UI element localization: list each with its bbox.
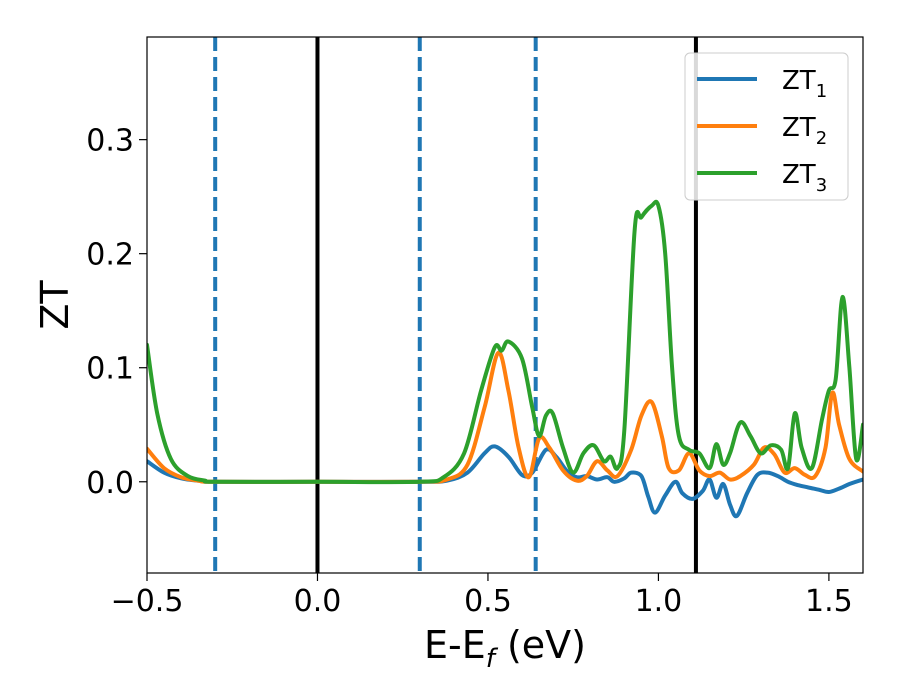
series-lines <box>147 199 863 519</box>
x-tick-label: 0.5 <box>464 584 512 619</box>
x-axis-label: E-Ef (eV) <box>424 623 586 674</box>
x-tick-label: 0.0 <box>294 584 342 619</box>
x-tick-label: 1.0 <box>635 584 683 619</box>
y-tick-label: 0.0 <box>86 466 134 501</box>
legend-label-ZT3: ZT3 <box>782 160 827 196</box>
legend-label-ZT1: ZT1 <box>782 66 827 102</box>
series-line-ZT2 <box>147 350 863 484</box>
x-axis: −0.5 0.0 0.5 1.0 1.5 <box>111 573 853 619</box>
x-axis-label-unit: (eV) <box>495 623 586 667</box>
series-line-ZT1 <box>147 444 863 519</box>
y-axis-label: ZT <box>33 280 77 330</box>
legend: ZT1 ZT2 ZT3 <box>684 52 849 201</box>
y-axis: 0.0 0.1 0.2 0.3 <box>86 124 147 501</box>
legend-label-ZT2: ZT2 <box>782 113 827 149</box>
legend-box <box>684 52 849 201</box>
y-tick-label: 0.1 <box>86 352 134 387</box>
y-tick-label: 0.3 <box>86 124 134 159</box>
series-line-ZT3 <box>147 199 863 485</box>
y-tick-label: 0.2 <box>86 238 134 273</box>
x-tick-label: −0.5 <box>111 584 184 619</box>
plot-frame <box>146 36 864 574</box>
reference-lines <box>213 37 698 573</box>
x-tick-label: 1.5 <box>805 584 853 619</box>
